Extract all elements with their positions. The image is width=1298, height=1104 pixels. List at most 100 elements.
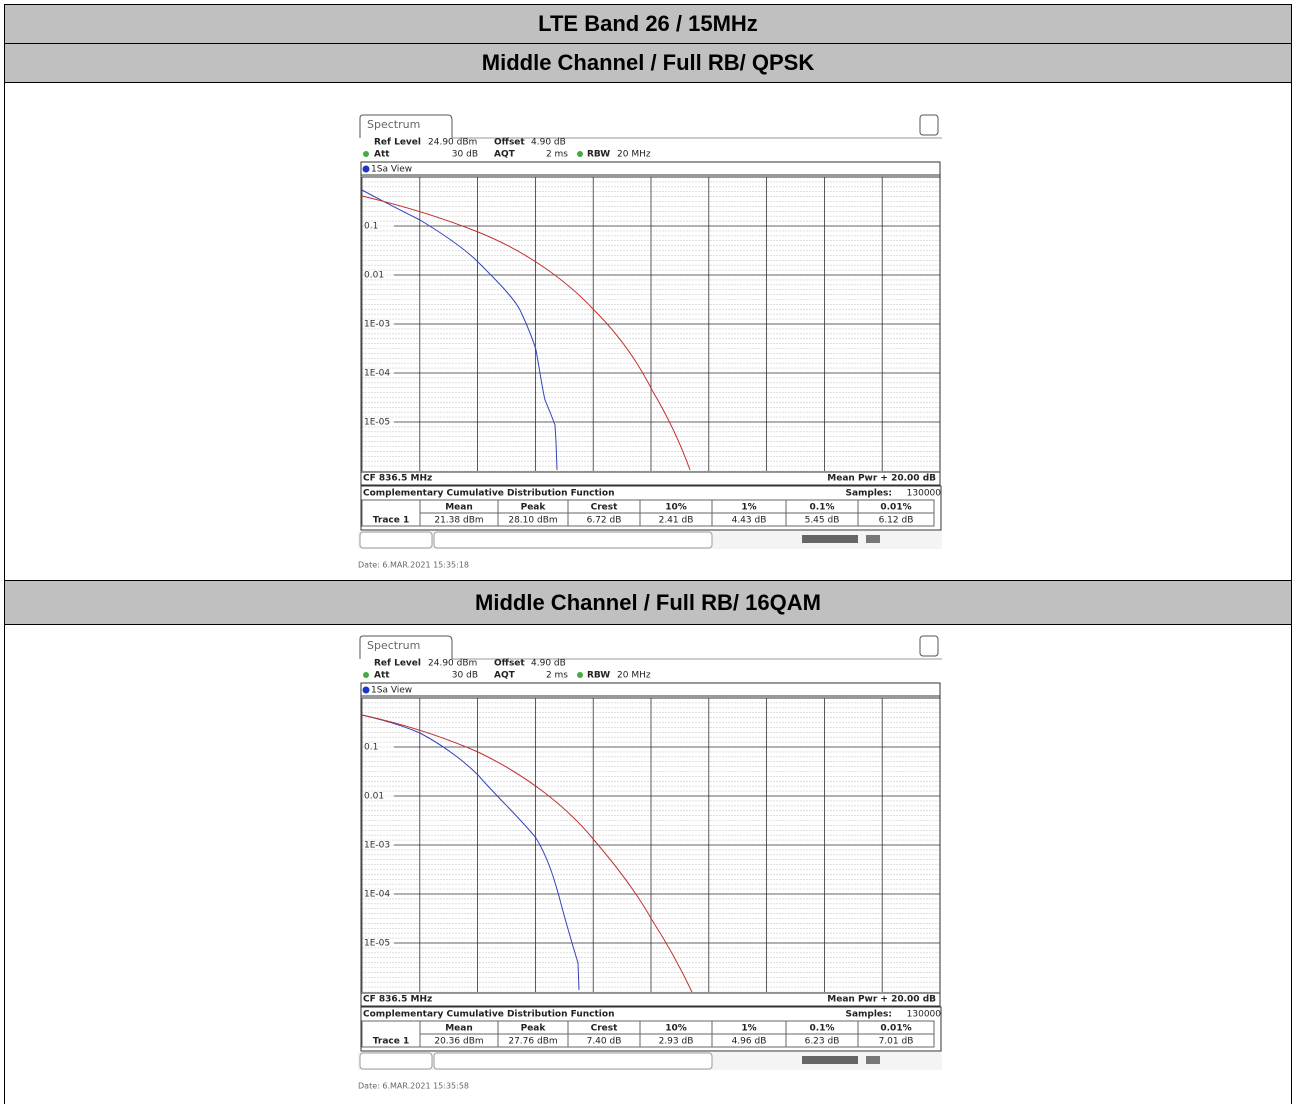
background — [358, 112, 942, 552]
cell: 5.45 dB — [805, 516, 840, 526]
column-header: 0.01% — [880, 503, 911, 513]
y-tick-label: 1E-04 — [364, 890, 390, 900]
progress — [802, 1056, 858, 1064]
cell: 21.38 dBm — [434, 516, 483, 526]
section-title-row: Middle Channel / Full RB/ 16QAM — [4, 580, 1292, 625]
cf-label: CF 836.5 MHz — [363, 474, 432, 484]
label: AQT — [494, 150, 516, 160]
column-header: 1% — [741, 1024, 756, 1034]
header-title: LTE Band 26 / 15MHz — [538, 11, 758, 36]
view-label: 1Sa View — [371, 165, 412, 175]
cell: 20.36 dBm — [434, 1037, 483, 1047]
samples-label: Samples: — [845, 489, 892, 499]
cell: 6.23 dB — [805, 1037, 840, 1047]
settings-icon — [919, 114, 939, 136]
cell: 28.10 dBm — [508, 516, 557, 526]
tab — [359, 114, 453, 138]
analyzer-screenshot: Spectrum Ref Level 24.90 dBm Offset 4.90 dB A… — [358, 112, 942, 570]
status-field — [359, 1052, 433, 1070]
trace-ccdf — [361, 189, 558, 471]
trace-gaussian — [361, 714, 693, 993]
cell: 27.76 dBm — [508, 1037, 557, 1047]
y-tick-label: 0.01 — [364, 792, 384, 802]
tab-label: Spectrum — [367, 118, 420, 131]
samples-label: Samples: — [845, 1010, 892, 1020]
indicator — [577, 672, 583, 678]
analyzer-screenshot: Spectrum Ref Level 24.90 dBm Offset 4.90 dB A… — [358, 633, 942, 1091]
column-header: 1% — [741, 503, 756, 513]
label: Att — [374, 150, 390, 160]
header-row: LTE Band 26 / 15MHz — [4, 4, 1292, 44]
date: Date: 6.MAR.2021 15:35:18 — [358, 561, 469, 570]
label: RBW — [587, 671, 610, 681]
label: AQT — [494, 671, 516, 681]
value: 2 ms — [546, 671, 568, 681]
status-icon — [866, 1056, 880, 1064]
cell: 4.43 dB — [732, 516, 767, 526]
y-tick-label: 1E-05 — [364, 939, 390, 949]
value: 30 dB — [452, 671, 478, 681]
column-header: Crest — [591, 503, 619, 513]
row-label: Trace 1 — [373, 1037, 410, 1047]
mean-pwr: Mean Pwr + 20.00 dB — [827, 995, 936, 1005]
background — [358, 633, 942, 1073]
progress — [802, 535, 858, 543]
cell: 2.93 dB — [659, 1037, 694, 1047]
panel-title: Complementary Cumulative Distribution Fu… — [363, 489, 614, 499]
cell: 4.96 dB — [732, 1037, 767, 1047]
indicator — [363, 672, 369, 678]
screenshot-row — [4, 624, 1292, 1104]
status-field — [359, 531, 433, 549]
tab-label: Spectrum — [367, 639, 420, 652]
y-tick-label: 1E-04 — [364, 369, 390, 379]
section-title: Middle Channel / Full RB/ QPSK — [481, 50, 815, 75]
column-header: Mean — [445, 1024, 473, 1034]
column-header: Crest — [591, 1024, 619, 1034]
cf-label: CF 836.5 MHz — [363, 995, 432, 1005]
result-panel — [360, 485, 942, 531]
column-header: Mean — [445, 503, 473, 513]
indicator — [363, 151, 369, 157]
y-tick-label: 1E-03 — [364, 320, 390, 330]
view-label: 1Sa View — [371, 686, 412, 696]
column-header: 0.01% — [880, 1024, 911, 1034]
y-tick-label: 1E-03 — [364, 841, 390, 851]
label: Ref Level — [374, 659, 421, 669]
y-tick-label: 0.1 — [364, 743, 378, 753]
cell: 7.01 dB — [879, 1037, 914, 1047]
status-field — [433, 531, 713, 549]
status-icon — [866, 535, 880, 543]
column-header: 0.1% — [810, 1024, 835, 1034]
trace-gaussian — [361, 195, 691, 471]
row-label: Trace 1 — [373, 516, 410, 526]
y-tick-label: 0.01 — [364, 271, 384, 281]
cell: 6.12 dB — [879, 516, 914, 526]
value: 30 dB — [452, 150, 478, 160]
date: Date: 6.MAR.2021 15:35:58 — [358, 1082, 469, 1091]
samples: 130000 — [907, 1010, 942, 1020]
column-header: 0.1% — [810, 503, 835, 513]
section-title-row: Middle Channel / Full RB/ QPSK — [4, 43, 1292, 83]
value: 2 ms — [546, 150, 568, 160]
label: Offset — [494, 138, 525, 148]
label: RBW — [587, 150, 610, 160]
cell: 7.40 dB — [587, 1037, 622, 1047]
column-header: Peak — [521, 1024, 547, 1034]
column-header: 10% — [665, 503, 687, 513]
y-tick-label: 1E-05 — [364, 418, 390, 428]
cell: 2.41 dB — [659, 516, 694, 526]
label: Att — [374, 671, 390, 681]
tab — [359, 635, 453, 659]
result-panel — [360, 1006, 942, 1052]
view-dot — [362, 165, 370, 173]
y-tick-label: 0.1 — [364, 222, 378, 232]
settings-icon — [919, 635, 939, 657]
samples: 130000 — [907, 489, 942, 499]
indicator — [577, 151, 583, 157]
label: Ref Level — [374, 138, 421, 148]
value: 4.90 dB — [531, 138, 566, 148]
value: 20 MHz — [617, 150, 651, 160]
trace-ccdf — [361, 714, 580, 991]
value: 24.90 dBm — [428, 659, 477, 669]
